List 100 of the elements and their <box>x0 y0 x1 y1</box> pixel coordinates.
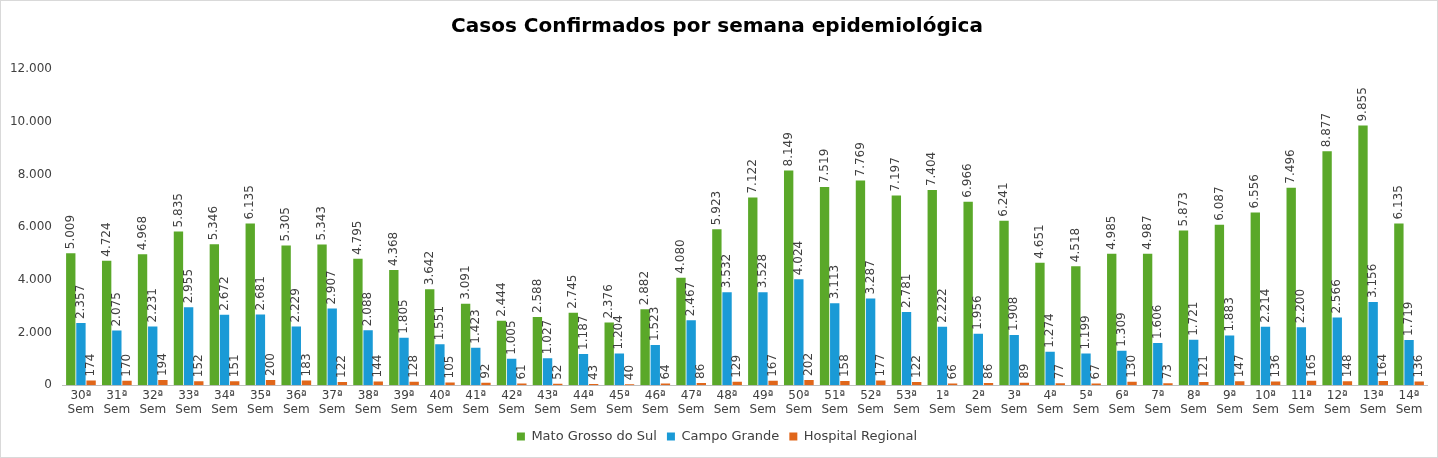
bar <box>363 330 373 386</box>
x-tick-label: 6ª Sem <box>1108 387 1136 416</box>
bar <box>112 330 122 386</box>
bar <box>804 379 814 386</box>
bar <box>445 382 455 386</box>
data-label: 2.222 <box>934 288 949 323</box>
x-tick-label: 52ª Sem <box>857 387 884 416</box>
data-label: 64 <box>657 364 672 380</box>
data-label: 73 <box>1160 364 1175 380</box>
data-label: 2.467 <box>683 281 698 317</box>
bar <box>963 201 973 386</box>
data-label: 77 <box>1052 363 1067 380</box>
bar <box>855 180 866 386</box>
data-label: 67 <box>1088 364 1103 380</box>
bar <box>712 229 722 386</box>
data-label: 4.968 <box>134 215 149 251</box>
bar <box>1153 342 1163 386</box>
data-label: 2.088 <box>360 291 375 327</box>
bar <box>542 358 553 386</box>
bar <box>901 311 912 386</box>
data-label: 2.681 <box>252 276 267 311</box>
bar <box>337 381 348 386</box>
data-label: 1.721 <box>1185 301 1200 336</box>
bar <box>1142 253 1153 386</box>
data-label: 1.199 <box>1078 315 1093 350</box>
data-label: 144 <box>370 354 385 378</box>
data-label: 86 <box>980 363 995 379</box>
data-label: 136 <box>1267 354 1282 378</box>
data-label: 5.873 <box>1175 192 1190 227</box>
x-tick-label: 14ª Sem <box>1395 387 1423 416</box>
bar <box>389 270 399 386</box>
bar <box>1199 382 1209 386</box>
bar <box>1332 317 1342 386</box>
x-tick-label: 44ª Sem <box>570 387 597 416</box>
x-tick-label: 12ª Sem <box>1323 387 1351 416</box>
bar <box>1035 262 1045 386</box>
data-label: 136 <box>1411 354 1426 378</box>
data-label: 2.672 <box>216 276 231 311</box>
data-label: 92 <box>478 363 493 379</box>
data-label: 1.187 <box>575 315 590 350</box>
x-tick-label: 40ª Sem <box>426 387 454 416</box>
x-tick-label: 3ª Sem <box>1000 387 1028 416</box>
x-tick-label: 33ª Sem <box>175 387 202 416</box>
bar <box>768 380 778 386</box>
bar <box>604 322 614 386</box>
data-label: 4.795 <box>350 220 365 255</box>
bar <box>1224 335 1235 386</box>
data-label: 2.781 <box>898 273 913 308</box>
bar <box>1189 339 1199 386</box>
data-label: 6.135 <box>1391 185 1406 220</box>
x-tick-label: 50ª Sem <box>785 387 813 416</box>
bar <box>1107 253 1117 386</box>
data-label: 4.080 <box>673 239 688 274</box>
data-label: 1.719 <box>1401 301 1416 336</box>
data-label: 1.523 <box>647 306 662 342</box>
data-label: 1.027 <box>539 319 554 355</box>
data-label: 4.518 <box>1067 227 1082 263</box>
data-label: 2.214 <box>1257 288 1272 323</box>
bar <box>999 220 1009 386</box>
data-label: 5.343 <box>314 206 329 241</box>
data-label: 40 <box>621 364 636 381</box>
data-label: 167 <box>765 353 780 377</box>
data-label: 152 <box>190 354 205 378</box>
data-label: 2.231 <box>144 288 159 323</box>
data-label: 7.519 <box>816 148 831 184</box>
bar <box>1358 125 1368 386</box>
bar <box>1394 223 1404 386</box>
bar <box>158 380 168 386</box>
data-label: 1.423 <box>467 309 482 344</box>
bar <box>891 195 902 386</box>
y-tick-label: 4.000 <box>17 271 52 286</box>
data-label: 3.642 <box>421 250 436 286</box>
bar <box>794 279 804 386</box>
bar <box>640 309 650 386</box>
x-tick-label: 48ª Sem <box>713 387 741 416</box>
x-tick-label: 51ª Sem <box>821 387 849 416</box>
data-label: 1.805 <box>396 299 411 334</box>
bar <box>1045 351 1055 386</box>
bar <box>86 380 96 386</box>
x-tick-label: 47ª Sem <box>677 387 705 416</box>
x-tick-label: 5ª Sem <box>1072 387 1100 416</box>
x-tick-label: 39ª Sem <box>390 387 418 416</box>
data-label: 7.122 <box>744 159 759 194</box>
data-label: 2.229 <box>288 288 303 323</box>
bar <box>865 298 876 386</box>
bar <box>101 260 112 386</box>
bar <box>819 187 830 386</box>
data-label: 3.287 <box>862 260 877 295</box>
data-label: 200 <box>262 353 277 376</box>
data-label: 165 <box>1303 353 1318 377</box>
x-tick-label: 41ª Sem <box>462 387 490 416</box>
bar <box>122 380 132 386</box>
x-tick-label: 30ª Sem <box>67 387 95 416</box>
data-label: 5.346 <box>206 205 221 241</box>
x-tick-label: 2ª Sem <box>964 387 992 416</box>
data-label: 1.883 <box>1221 297 1236 332</box>
x-tick-label: 7ª Sem <box>1144 387 1172 416</box>
bar <box>912 381 922 386</box>
data-label: 1.606 <box>1149 304 1164 339</box>
x-tick-label: 36ª Sem <box>282 387 310 416</box>
